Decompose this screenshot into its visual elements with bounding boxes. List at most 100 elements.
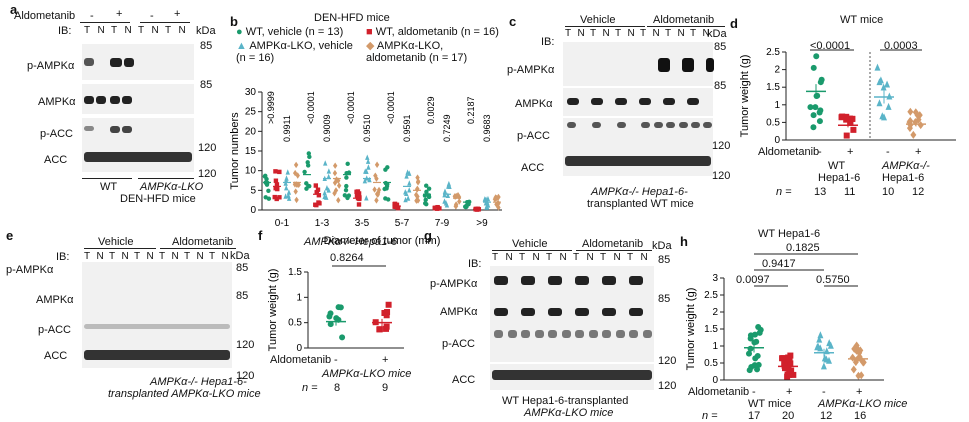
data-point: [286, 195, 292, 201]
data-point: [305, 163, 311, 168]
data-point: [876, 78, 883, 86]
data-point: [332, 190, 337, 197]
chart-title: WT mice: [840, 14, 884, 26]
data-point: [810, 64, 817, 71]
sign: -: [90, 10, 94, 22]
model-label: DEN-HFD mice: [120, 193, 196, 205]
lane-label: N: [559, 252, 567, 263]
data-point: [374, 161, 380, 168]
lane-label: T: [134, 251, 141, 262]
lane-label: T: [492, 252, 499, 263]
p-value-label: 0.7249: [442, 114, 452, 142]
data-point: [313, 183, 319, 188]
data-point: [277, 169, 282, 175]
data-point: [273, 185, 278, 191]
data-point: [914, 111, 921, 120]
caption: transplanted WT mice: [587, 198, 694, 210]
y-tick-label: 1.5: [766, 82, 780, 93]
sign: +: [116, 8, 123, 20]
lane-label: T: [138, 25, 145, 36]
data-point: [917, 121, 924, 130]
blot-row-label: AMPKα: [440, 306, 478, 318]
sign: +: [915, 146, 922, 158]
p-value-label: 0.9009: [322, 114, 332, 142]
p-value-label: 0.9683: [482, 114, 492, 142]
data-point: [345, 195, 350, 201]
data-point: [294, 196, 299, 204]
caption: transplanted AMPKα-LKO mice: [108, 388, 261, 400]
panel-letter: d: [730, 16, 738, 31]
data-point: [494, 194, 499, 202]
data-point: [879, 112, 886, 120]
data-point: [263, 173, 268, 179]
group-label: WT: [828, 160, 846, 172]
blot-row-label: p-AMPKα: [507, 64, 555, 76]
group-label: AMPKα-/-: [882, 160, 930, 172]
lane-label: N: [196, 251, 204, 262]
data-point: [817, 344, 824, 352]
western-blot: [82, 84, 194, 114]
n-value: 12: [820, 410, 833, 422]
data-point: [781, 360, 788, 367]
data-point: [304, 186, 309, 191]
data-point: [414, 186, 420, 193]
kda-label: kDa: [196, 25, 216, 37]
marker-label: 85: [714, 41, 727, 53]
x-tick-label: 3-5: [355, 218, 370, 229]
data-point: [820, 362, 827, 370]
chart-title: DEN-HFD mice: [314, 12, 390, 24]
data-point: [755, 361, 762, 368]
data-point: [423, 197, 428, 203]
data-point: [781, 365, 788, 372]
kda-label: kDa: [230, 250, 250, 262]
y-tick-label: 30: [245, 87, 257, 98]
data-point: [455, 192, 461, 199]
data-point: [316, 200, 321, 205]
western-blot: [563, 42, 714, 86]
group-label: Aldometanib: [653, 14, 715, 26]
data-point: [307, 154, 312, 160]
y-tick-label: 1: [296, 292, 302, 303]
lane-label: N: [146, 251, 154, 262]
sign: +: [382, 354, 389, 366]
data-point: [266, 188, 271, 193]
data-point: [292, 169, 298, 177]
lane-label: N: [577, 28, 585, 39]
n-value: 13: [814, 186, 827, 198]
lane-label: T: [519, 252, 526, 263]
data-point: [332, 169, 338, 177]
tumor-weight-chart-h: 0 0.5 1 1.5 2 2.5 3 Tumor weight (g): [685, 253, 884, 386]
blot-row-label: ACC: [44, 154, 68, 166]
data-point: [414, 197, 419, 204]
data-point: [816, 118, 823, 125]
p-value-label: <0.0001: [346, 91, 356, 124]
data-point: [381, 310, 388, 317]
lane-label: N: [627, 28, 635, 39]
legend-entry: ■ WT, aldometanib (n = 16): [366, 26, 499, 38]
data-point: [285, 169, 290, 175]
data-point: [874, 63, 881, 71]
y-axis-label: Tumor weight (g): [685, 288, 697, 371]
ib-label: IB:: [56, 251, 70, 263]
western-blot: [563, 88, 713, 116]
data-point: [827, 341, 834, 349]
data-point: [372, 186, 377, 193]
data-point: [786, 371, 793, 378]
p-value: 0.0003: [884, 40, 918, 52]
lane-label: T: [640, 28, 647, 39]
data-point: [376, 186, 382, 194]
n-value: 11: [844, 186, 856, 198]
panel-letter: c: [509, 14, 517, 29]
ib-label: IB:: [468, 258, 482, 270]
lane-label: N: [221, 251, 229, 262]
data-point: [356, 193, 361, 199]
p-value-label: 0.9510: [362, 114, 372, 142]
data-point: [286, 189, 292, 195]
data-point: [424, 201, 429, 207]
data-point: [745, 350, 752, 357]
data-point: [304, 181, 309, 186]
data-point: [332, 162, 338, 169]
n-value: 16: [854, 410, 867, 422]
marker-label: 120: [658, 380, 677, 392]
data-point: [366, 164, 371, 170]
